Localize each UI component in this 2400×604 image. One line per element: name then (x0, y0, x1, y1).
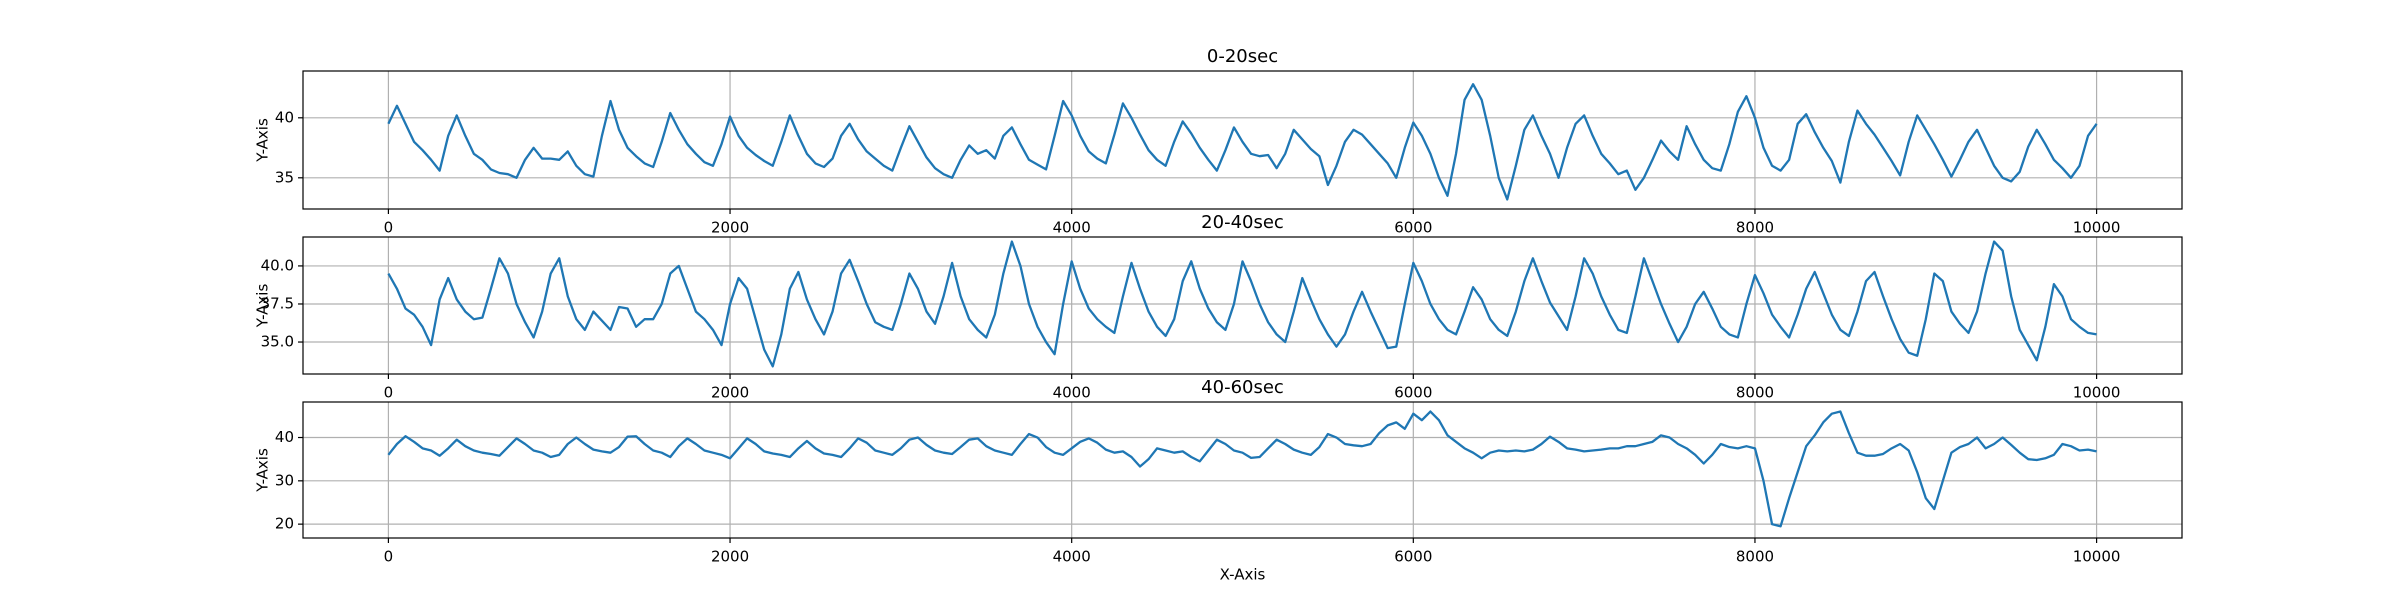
x-tick-label: 0 (384, 219, 394, 237)
y-tick-label: 35.0 (261, 333, 294, 351)
x-tick-label: 10000 (2073, 384, 2121, 402)
x-tick-label: 4000 (1053, 384, 1091, 402)
y-axis-label: Y-Axis (254, 284, 272, 329)
y-axis-label: Y-Axis (254, 118, 272, 163)
y-tick-label: 40 (275, 428, 294, 446)
x-tick-label: 2000 (711, 384, 749, 402)
x-tick-label: 10000 (2073, 219, 2121, 237)
x-tick-label: 4000 (1053, 548, 1091, 566)
axes-frame (302, 70, 2183, 210)
y-tick-label: 30 (275, 471, 294, 489)
x-tick-label: 10000 (2073, 548, 2121, 566)
x-tick-label: 8000 (1736, 384, 1774, 402)
data-line (387, 240, 2097, 368)
x-tick-label: 6000 (1394, 548, 1432, 566)
x-tick-label: 0 (384, 384, 394, 402)
y-tick-label: 40 (275, 108, 294, 126)
data-line (387, 410, 2097, 528)
x-tick-label: 6000 (1394, 384, 1432, 402)
x-tick-label: 0 (384, 548, 394, 566)
x-axis-label: X-Axis (1220, 566, 1266, 584)
x-tick-label: 8000 (1736, 219, 1774, 237)
panel-title: 0-20sec (1207, 46, 1278, 67)
axes-frame (302, 401, 2183, 539)
x-tick-label: 4000 (1053, 219, 1091, 237)
y-tick-label: 40.0 (261, 256, 294, 274)
y-axis-label: Y-Axis (254, 448, 272, 493)
x-tick-label: 2000 (711, 548, 749, 566)
x-tick-label: 8000 (1736, 548, 1774, 566)
y-tick-label: 35 (275, 168, 294, 186)
x-tick-label: 2000 (711, 219, 749, 237)
x-tick-label: 6000 (1394, 219, 1432, 237)
panel-title: 20-40sec (1201, 212, 1284, 233)
y-tick-label: 20 (275, 515, 294, 533)
panel-title: 40-60sec (1201, 377, 1284, 398)
axes-frame (302, 236, 2183, 375)
y-tick-label: 37.5 (261, 294, 294, 312)
data-line (387, 83, 2098, 201)
